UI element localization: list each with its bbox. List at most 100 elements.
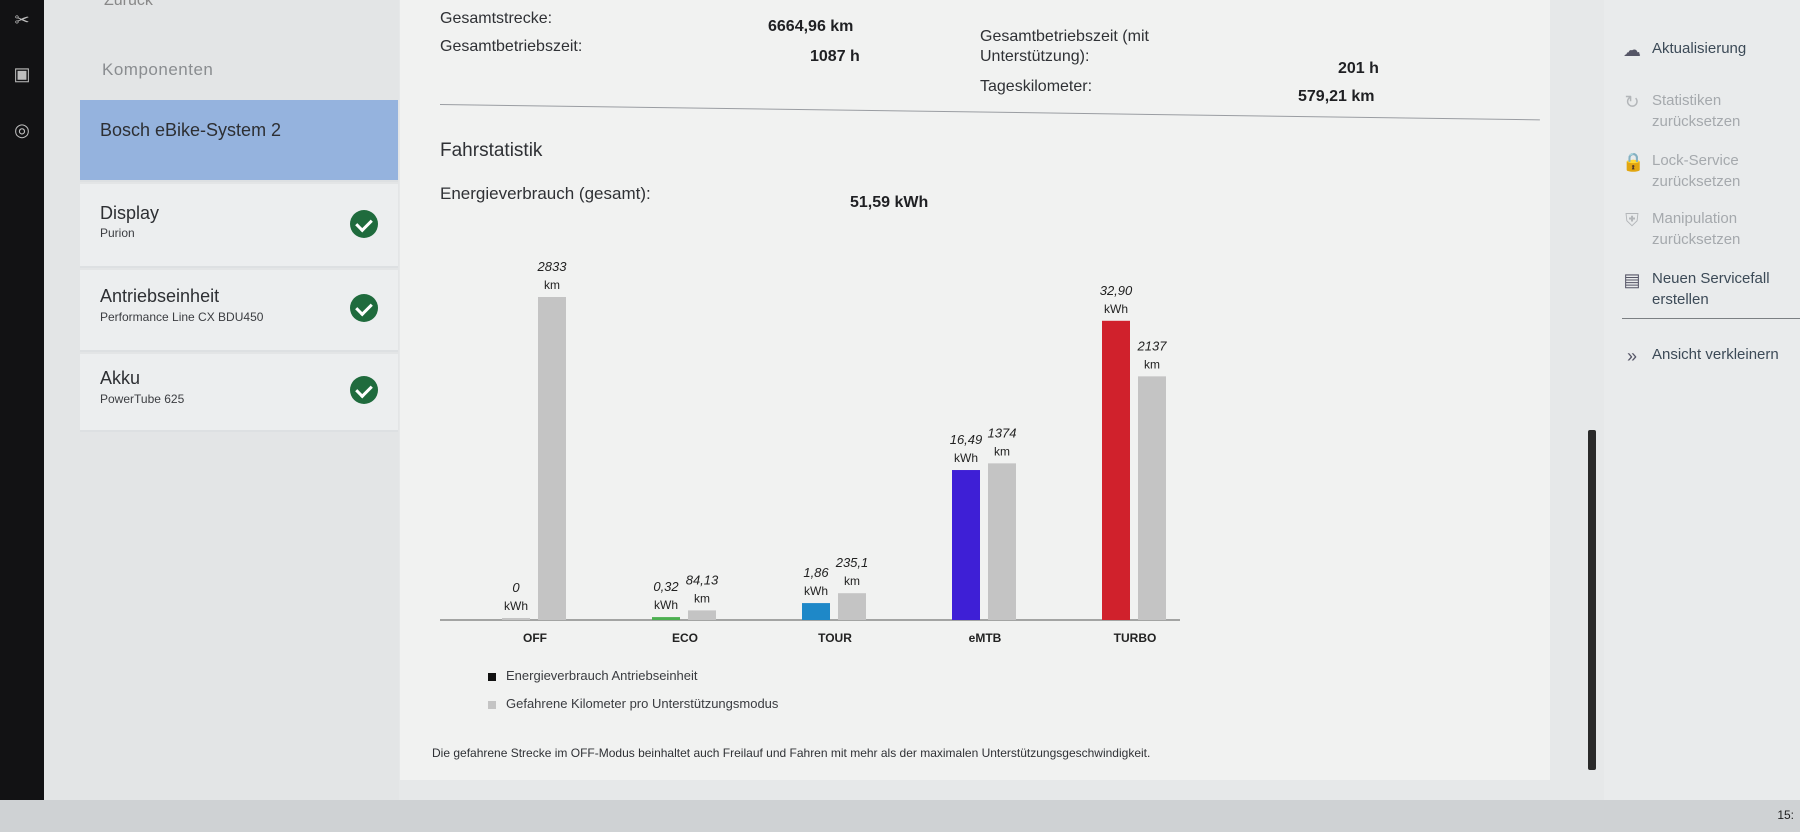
km-value-label: 235,1 [835, 555, 869, 570]
legend-item-energy: Energieverbrauch Antriebseinheit [488, 668, 698, 683]
section-title: Fahrstatistik [440, 140, 543, 161]
sidebar-item-subtitle: Performance Line CX BDU450 [100, 310, 264, 324]
lock-icon: 🔒 [1622, 152, 1645, 172]
energy-unit-label: kWh [954, 451, 978, 465]
km-value-label: 2137 [1137, 338, 1168, 353]
energy-bar-off [502, 618, 530, 620]
toolbox-icon[interactable]: ▣ [13, 64, 31, 84]
sidebar-item-title: Bosch eBike-System 2 [100, 120, 282, 140]
action-label: Manipulation zurücksetzen [1652, 210, 1741, 248]
assisted-runtime-label-1: Gesamtbetriebszeit (mit [980, 28, 1149, 45]
km-bar-turbo [1138, 376, 1166, 620]
sidebar-item-subtitle: Purion [100, 226, 135, 240]
tools-icon[interactable]: ✂ [14, 10, 30, 30]
assisted-runtime-value: 201 h [1338, 60, 1379, 77]
chart-svg: 0 kWh 2833 km OFF 0,32 kWh 84,13 km ECO 1,86 kWh 235… [440, 259, 1180, 645]
km-value-label: 1374 [988, 425, 1017, 440]
daily-km-value: 579,21 km [1298, 88, 1375, 105]
reset-lock-service-button[interactable]: 🔒 Lock-Service zurücksetzen [1622, 150, 1800, 194]
energy-value-label: 32,90 [1100, 283, 1133, 298]
energy-unit-label: kWh [804, 584, 828, 598]
category-label: ECO [672, 631, 698, 645]
sidebar-item-title: Antriebseinheit [100, 286, 220, 306]
sidebar-item-drive-unit[interactable]: Antriebseinheit Performance Line CX BDU4… [80, 270, 398, 352]
reset-statistics-button[interactable]: ↻ Statistiken zurücksetzen [1622, 90, 1800, 134]
check-icon [350, 376, 378, 404]
section-divider [439, 104, 1540, 121]
km-unit-label: km [544, 278, 560, 292]
total-distance-value: 6664,96 km [768, 18, 854, 35]
energy-bar-turbo [1102, 320, 1130, 620]
category-label: OFF [523, 631, 547, 645]
action-label: Lock-Service zurücksetzen [1652, 152, 1741, 190]
double-chevron-right-icon: » [1626, 346, 1637, 366]
back-link[interactable]: Zurück [104, 0, 153, 9]
sidebar-item-title: Display [100, 203, 160, 223]
total-distance-label: Gesamtstrecke: [440, 10, 553, 27]
actions-panel: ☁ Aktualisierung ↻ Statistiken zurückset… [1604, 0, 1800, 800]
energy-unit-label: kWh [504, 599, 528, 613]
energy-value-label: 1,86 [803, 565, 829, 580]
km-bar-off [538, 297, 566, 620]
total-runtime-value: 1087 h [810, 48, 860, 65]
energy-value-label: 16,49 [950, 432, 983, 447]
shield-icon: ⛨ [1625, 210, 1639, 230]
check-icon [350, 210, 378, 238]
legend-swatch [488, 672, 496, 681]
total-runtime-label: Gesamtbetriebszeit: [440, 38, 583, 55]
energy-unit-label: kWh [654, 598, 678, 612]
km-unit-label: km [994, 444, 1010, 458]
mode-statistics-chart: 0 kWh 2833 km OFF 0,32 kWh 84,13 km ECO 1,86 kWh 235… [440, 200, 1200, 711]
taskbar [0, 800, 1800, 832]
app-rail: ✂ ▣ ◎ [0, 0, 44, 800]
action-label: Statistiken zurücksetzen [1652, 92, 1741, 130]
energy-label: Energieverbrauch (gesamt): [440, 184, 651, 203]
taskbar-clock: 15: [1777, 808, 1794, 822]
refresh-button[interactable]: ☁ Aktualisierung [1622, 38, 1800, 62]
chart-footnote: Die gefahrene Strecke im OFF-Modus beinh… [432, 746, 1151, 760]
assisted-runtime-label-2: Unterstützung): [980, 48, 1090, 65]
reset-manipulation-button[interactable]: ⛨ Manipulation zurücksetzen [1622, 208, 1800, 252]
energy-value-label: 0 [512, 580, 520, 595]
energy-bar-eco [652, 617, 680, 620]
app-window: Zurück Komponenten Bosch eBike-System 2 … [44, 0, 1800, 800]
content-panel: Gesamtstrecke: 6664,96 km Gesamtbetriebs… [400, 0, 1550, 780]
settings-icon[interactable]: ◎ [14, 120, 30, 140]
daily-km-label: Tageskilometer: [980, 78, 1093, 95]
cloud-refresh-icon: ☁ [1623, 40, 1641, 60]
km-unit-label: km [844, 574, 860, 588]
km-bar-tour [838, 593, 866, 620]
sidebar-item-display[interactable]: Display Purion [80, 184, 398, 268]
legend-item-km: Gefahrene Kilometer pro Unterstützungsmo… [488, 696, 778, 711]
action-label: Aktualisierung [1652, 40, 1747, 57]
sidebar: Zurück Komponenten Bosch eBike-System 2 … [44, 0, 399, 800]
sidebar-item-battery[interactable]: Akku PowerTube 625 [80, 354, 398, 432]
legend-swatch [488, 700, 496, 709]
legend-label: Gefahrene Kilometer pro Unterstützungsmo… [506, 696, 779, 711]
energy-unit-label: kWh [1104, 302, 1128, 316]
sidebar-item-subtitle: PowerTube 625 [100, 392, 185, 406]
energy-bar-tour [802, 603, 830, 620]
category-label: TURBO [1114, 631, 1157, 645]
reset-icon: ↻ [1624, 92, 1640, 112]
energy-value-label: 0,32 [653, 579, 679, 594]
collapse-view-button[interactable]: » Ansicht verkleinern [1622, 344, 1800, 368]
create-service-case-button[interactable]: ▤ Neuen Servicefall erstellen [1622, 268, 1800, 312]
sidebar-item-title: Akku [100, 368, 141, 388]
action-label: Neuen Servicefall erstellen [1652, 270, 1770, 308]
sidebar-item-ebike-system[interactable]: Bosch eBike-System 2 [80, 100, 398, 182]
check-icon [350, 294, 378, 322]
km-unit-label: km [1144, 357, 1160, 371]
document-icon: ▤ [1623, 270, 1641, 290]
energy-value: 51,59 kWh [850, 194, 929, 211]
category-label: eMTB [969, 631, 1002, 645]
components-heading: Komponenten [102, 60, 214, 79]
energy-bar-emtb [952, 470, 980, 620]
legend-label: Energieverbrauch Antriebseinheit [506, 668, 698, 683]
category-label: TOUR [818, 631, 852, 645]
actions-separator [1622, 318, 1800, 319]
km-unit-label: km [694, 591, 710, 605]
scrollbar[interactable] [1588, 430, 1596, 770]
km-bar-emtb [988, 463, 1016, 620]
km-value-label: 2833 [537, 259, 568, 274]
